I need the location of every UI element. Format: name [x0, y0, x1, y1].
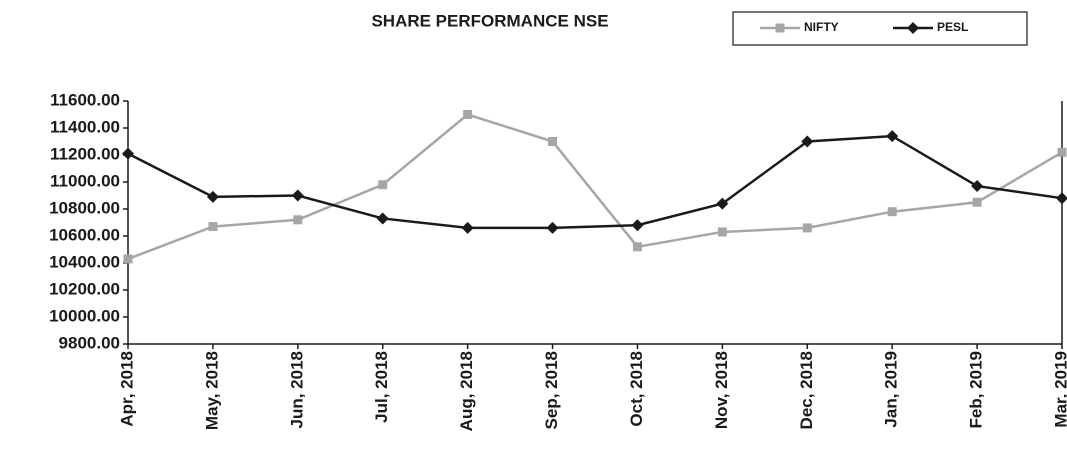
y-tick-label: 10800.00	[49, 198, 120, 217]
y-tick-label: 11200.00	[50, 144, 120, 163]
marker	[887, 207, 897, 217]
y-tick-label: 10600.00	[49, 225, 120, 244]
y-tick-label: 11600.00	[50, 90, 120, 109]
x-tick-label: Jul, 2018	[372, 351, 391, 423]
x-tick-label: May, 2018	[202, 351, 221, 430]
chart-title: SHARE PERFORMANCE NSE	[371, 11, 608, 30]
marker	[775, 23, 785, 33]
marker	[122, 147, 134, 160]
x-tick-label: Apr, 2018	[117, 351, 136, 427]
marker	[972, 197, 982, 207]
marker	[1057, 147, 1067, 157]
marker	[632, 242, 642, 252]
marker	[376, 212, 389, 225]
marker	[886, 130, 899, 143]
x-tick-label: Jun, 2018	[287, 351, 306, 429]
marker	[461, 221, 474, 234]
marker	[631, 219, 644, 232]
marker	[1056, 192, 1067, 205]
marker	[206, 190, 219, 203]
legend-label: PESL	[937, 20, 968, 34]
x-tick-label: Nov, 2018	[712, 351, 731, 429]
y-tick-label: 10200.00	[49, 279, 120, 298]
y-tick-label: 11000.00	[50, 171, 120, 190]
x-tick-label: Feb, 2019	[967, 351, 986, 429]
x-tick-label: Aug, 2018	[457, 351, 476, 431]
x-tick-label: Oct, 2018	[627, 351, 646, 427]
marker	[291, 189, 304, 202]
marker	[907, 22, 919, 34]
marker	[463, 110, 473, 119]
x-tick-label: Jan, 2019	[882, 351, 901, 428]
marker	[208, 222, 218, 232]
marker	[378, 180, 388, 190]
marker	[801, 135, 814, 148]
series-line	[127, 113, 1063, 261]
y-tick-label: 11400.00	[50, 117, 120, 136]
legend-label: NIFTY	[804, 20, 839, 34]
y-tick-label: 10000.00	[49, 306, 120, 325]
marker	[716, 197, 729, 210]
marker	[717, 227, 727, 237]
marker	[123, 254, 133, 264]
x-tick-label: Mar. 2019	[1051, 351, 1067, 428]
y-tick-label: 10400.00	[49, 252, 120, 271]
y-tick-label: 9800.00	[59, 333, 120, 352]
x-tick-label: Dec, 2018	[797, 351, 816, 429]
marker	[802, 223, 812, 233]
marker	[546, 221, 559, 234]
series-line	[127, 134, 1063, 230]
x-tick-label: Sep, 2018	[542, 351, 561, 429]
marker	[293, 215, 303, 225]
marker	[971, 180, 984, 193]
marker	[548, 137, 558, 146]
